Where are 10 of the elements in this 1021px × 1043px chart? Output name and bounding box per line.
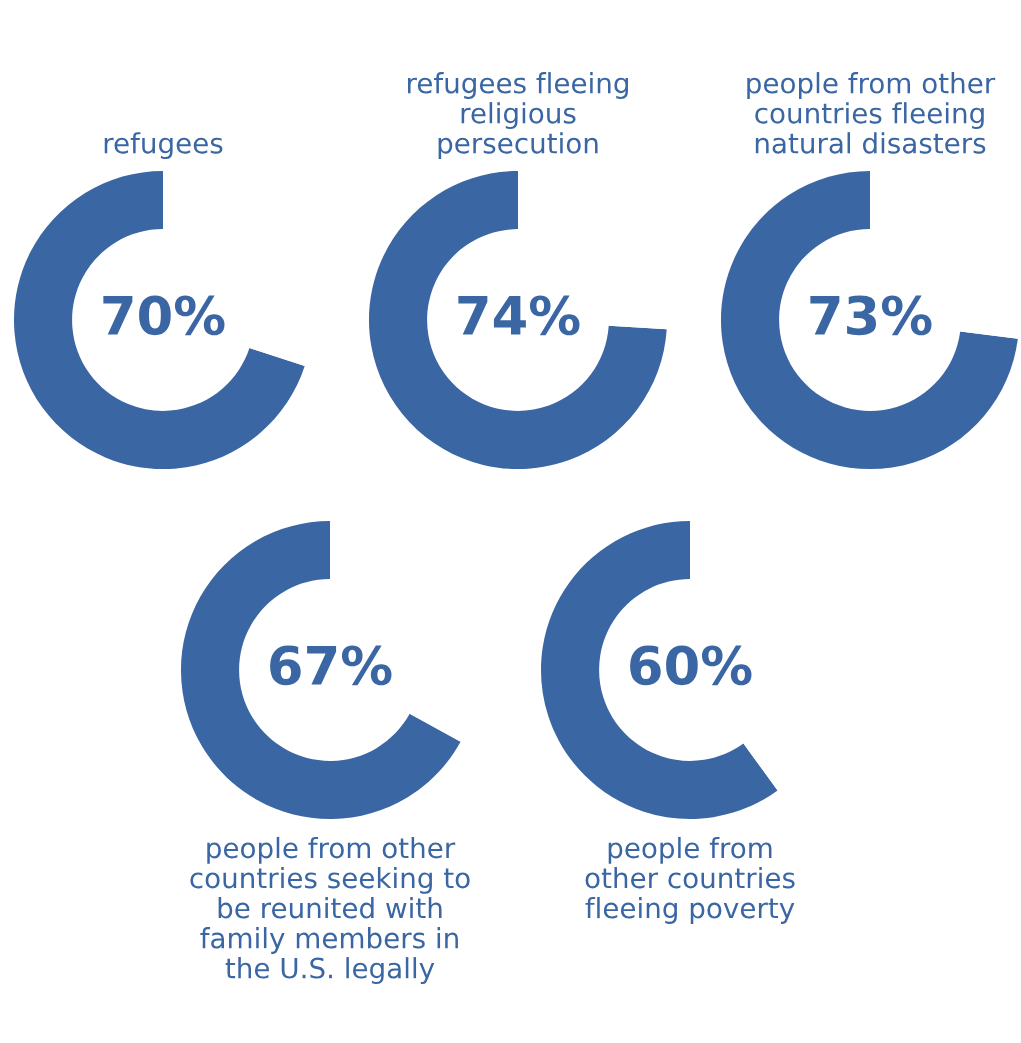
data-label: 73% — [810, 295, 932, 336]
data-label: 74% — [458, 295, 580, 336]
data-label: 70% — [103, 295, 225, 336]
chart-title: refugees — [104, 132, 223, 160]
data-label: 67% — [270, 645, 392, 686]
text: people from other countries seeking to be reunited with family members in the U.S. legally — [190, 836, 470, 984]
chart-title: refugees fleeing religious persecution — [408, 72, 628, 160]
data-label: 60% — [630, 645, 752, 686]
text: people from other countries fleeing poverty — [585, 836, 795, 924]
chart-title: people from other countries fleeing natural disasters — [747, 72, 996, 154]
